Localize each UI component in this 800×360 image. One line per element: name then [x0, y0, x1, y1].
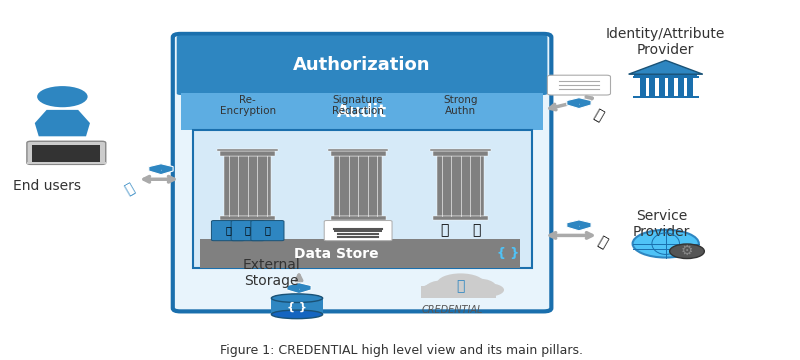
Circle shape	[670, 244, 704, 258]
Bar	[334, 228, 382, 232]
Bar	[633, 96, 699, 98]
Text: ⚙: ⚙	[681, 244, 694, 258]
Text: Identity/Attribute
Provider: Identity/Attribute Provider	[606, 27, 726, 58]
Polygon shape	[149, 164, 173, 175]
FancyBboxPatch shape	[328, 149, 389, 151]
Bar	[634, 74, 698, 77]
FancyBboxPatch shape	[434, 151, 488, 156]
Bar	[640, 77, 646, 97]
Text: { }: { }	[287, 301, 307, 311]
Text: 🔑: 🔑	[122, 181, 137, 197]
Text: Strong
Authn: Strong Authn	[443, 95, 478, 117]
FancyBboxPatch shape	[177, 36, 547, 95]
FancyBboxPatch shape	[434, 216, 488, 220]
Circle shape	[633, 230, 699, 257]
FancyBboxPatch shape	[324, 221, 392, 241]
Ellipse shape	[271, 294, 322, 302]
Text: 🔍: 🔍	[441, 224, 449, 238]
Text: 🔑: 🔑	[225, 225, 231, 235]
FancyBboxPatch shape	[251, 221, 284, 241]
Polygon shape	[567, 220, 591, 231]
FancyBboxPatch shape	[224, 156, 271, 216]
Polygon shape	[567, 98, 591, 109]
Circle shape	[437, 273, 484, 293]
FancyBboxPatch shape	[334, 156, 382, 216]
FancyBboxPatch shape	[173, 34, 551, 311]
Circle shape	[425, 280, 465, 297]
Text: CREDENTIAL: CREDENTIAL	[422, 305, 483, 315]
Circle shape	[422, 283, 453, 297]
Text: Data Store: Data Store	[294, 247, 378, 261]
Bar	[649, 77, 655, 97]
Text: 👤: 👤	[457, 280, 465, 294]
Text: ✓: ✓	[160, 170, 162, 171]
Bar	[27, 162, 106, 165]
Text: ✓: ✓	[578, 104, 580, 105]
Text: { }: { }	[497, 247, 519, 260]
FancyBboxPatch shape	[181, 93, 543, 130]
Text: 🔑: 🔑	[245, 225, 250, 235]
FancyBboxPatch shape	[218, 149, 278, 151]
Text: Figure 1: CREDENTIAL high level view and its main pillars.: Figure 1: CREDENTIAL high level view and…	[220, 345, 583, 357]
Bar	[422, 286, 496, 297]
FancyBboxPatch shape	[220, 216, 275, 220]
Polygon shape	[287, 283, 311, 293]
Text: ✓: ✓	[578, 226, 580, 227]
Circle shape	[473, 283, 504, 297]
FancyBboxPatch shape	[193, 130, 532, 269]
FancyBboxPatch shape	[211, 221, 245, 241]
Bar	[678, 77, 684, 97]
Text: 🔑: 🔑	[265, 225, 270, 235]
FancyBboxPatch shape	[330, 151, 386, 156]
Bar	[271, 298, 322, 314]
FancyBboxPatch shape	[330, 216, 386, 220]
Bar	[668, 77, 674, 97]
Text: End users: End users	[13, 179, 81, 193]
Polygon shape	[629, 60, 702, 74]
Text: 👁: 👁	[472, 224, 481, 238]
FancyBboxPatch shape	[430, 149, 491, 151]
FancyBboxPatch shape	[231, 221, 264, 241]
FancyBboxPatch shape	[27, 141, 106, 165]
Bar	[633, 76, 699, 78]
FancyBboxPatch shape	[437, 156, 484, 216]
Text: Audit: Audit	[337, 103, 387, 121]
Text: Signature
Redaction: Signature Redaction	[332, 95, 384, 117]
FancyBboxPatch shape	[220, 151, 275, 156]
Text: 🔑: 🔑	[595, 234, 610, 250]
Ellipse shape	[271, 310, 322, 319]
FancyBboxPatch shape	[200, 239, 520, 269]
Text: Service
Provider: Service Provider	[633, 209, 690, 239]
Text: Authorization: Authorization	[294, 56, 431, 74]
FancyBboxPatch shape	[547, 75, 610, 95]
Bar	[658, 77, 665, 97]
Circle shape	[37, 86, 88, 107]
Text: ✓: ✓	[298, 288, 300, 290]
Circle shape	[457, 278, 496, 295]
Bar	[687, 77, 694, 97]
Text: External
Storage: External Storage	[242, 258, 300, 288]
Text: 🔑: 🔑	[591, 107, 606, 123]
Text: Re-
Encryption: Re- Encryption	[220, 95, 276, 117]
Bar	[33, 145, 100, 162]
Polygon shape	[34, 110, 90, 136]
